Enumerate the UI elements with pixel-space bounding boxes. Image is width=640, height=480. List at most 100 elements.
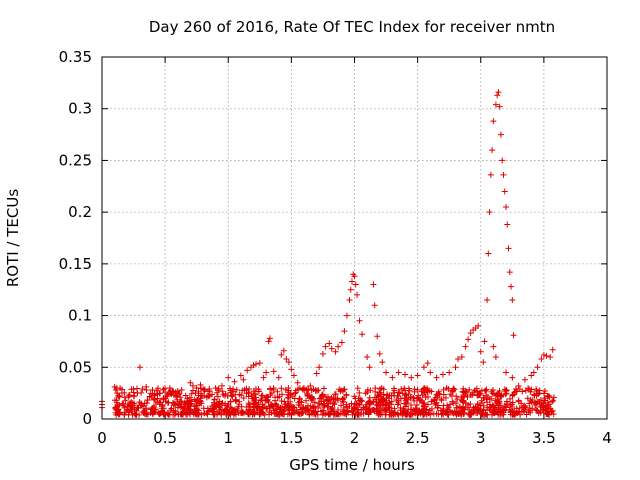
data-point [495,89,502,96]
data-point [259,401,266,408]
data-point [462,404,469,411]
data-point [178,411,185,418]
data-point [427,369,434,376]
data-point [356,389,363,396]
data-point [139,403,146,410]
data-point [256,404,263,411]
data-point [414,386,421,393]
data-point [165,399,172,406]
data-point [332,396,339,403]
chart-title: Day 260 of 2016, Rate Of TEC Index for r… [149,18,555,36]
data-point [219,388,226,395]
data-point [328,345,335,352]
data-point [298,399,305,406]
data-point [533,407,540,414]
data-point [475,322,482,329]
data-point [446,369,453,376]
data-point [164,391,171,398]
data-point [283,356,290,363]
data-point [491,410,498,417]
y-tick-label: 0.05 [59,358,92,376]
data-point [403,411,410,418]
data-point [351,273,358,280]
data-point [354,291,361,298]
data-point [389,410,396,417]
data-point [165,389,172,396]
data-point [494,396,501,403]
data-point [502,391,509,398]
data-point [285,359,292,366]
data-point [542,387,549,394]
data-point [270,368,277,375]
data-point [481,338,488,345]
data-point [190,387,197,394]
data-point [390,410,397,417]
data-point [210,399,217,406]
data-point [440,386,447,393]
data-point [371,302,378,309]
data-point [522,387,529,394]
data-point [204,411,211,418]
data-point [402,391,409,398]
data-point [543,352,550,359]
data-point [428,405,435,412]
data-point [455,356,462,363]
data-point [445,411,452,418]
data-point [296,385,303,392]
data-point [549,346,556,353]
data-point [343,403,350,410]
data-point [486,395,493,402]
data-point [421,399,428,406]
data-point [275,374,282,381]
data-point [227,387,234,394]
data-point [507,395,514,402]
data-point [442,394,449,401]
data-point [417,396,424,403]
data-point [157,390,164,397]
data-point [421,410,428,417]
data-point [503,400,510,407]
data-point [143,387,150,394]
data-point [487,171,494,178]
data-point [459,408,466,415]
data-point [351,404,358,411]
data-point [374,391,381,398]
data-point [376,350,383,357]
data-point [298,410,305,417]
data-point [424,360,431,367]
data-point [315,405,322,412]
data-point [473,405,480,412]
data-point [508,283,515,290]
data-point [407,410,414,417]
data-point [310,386,317,393]
y-tick-label: 0.25 [59,151,92,169]
data-point [364,353,371,360]
data-point [224,392,231,399]
data-point [130,389,137,396]
data-point [272,400,279,407]
x-tick-label: 3.5 [532,429,556,447]
data-point [412,405,419,412]
data-point [319,391,326,398]
data-point [335,343,342,350]
data-point [328,408,335,415]
data-point [175,391,182,398]
data-point [510,332,517,339]
data-point [233,386,240,393]
data-point [265,394,272,401]
data-point [339,395,346,402]
data-point [240,395,247,402]
data-point [423,406,430,413]
data-point [493,402,500,409]
data-point [129,411,136,418]
data-point [401,400,408,407]
data-point [308,396,315,403]
data-point [239,409,246,416]
data-point [524,395,531,402]
data-point [517,411,524,418]
data-point [116,410,123,417]
data-point [127,399,134,406]
data-point [495,405,502,412]
data-point [186,394,193,401]
data-point [259,409,266,416]
